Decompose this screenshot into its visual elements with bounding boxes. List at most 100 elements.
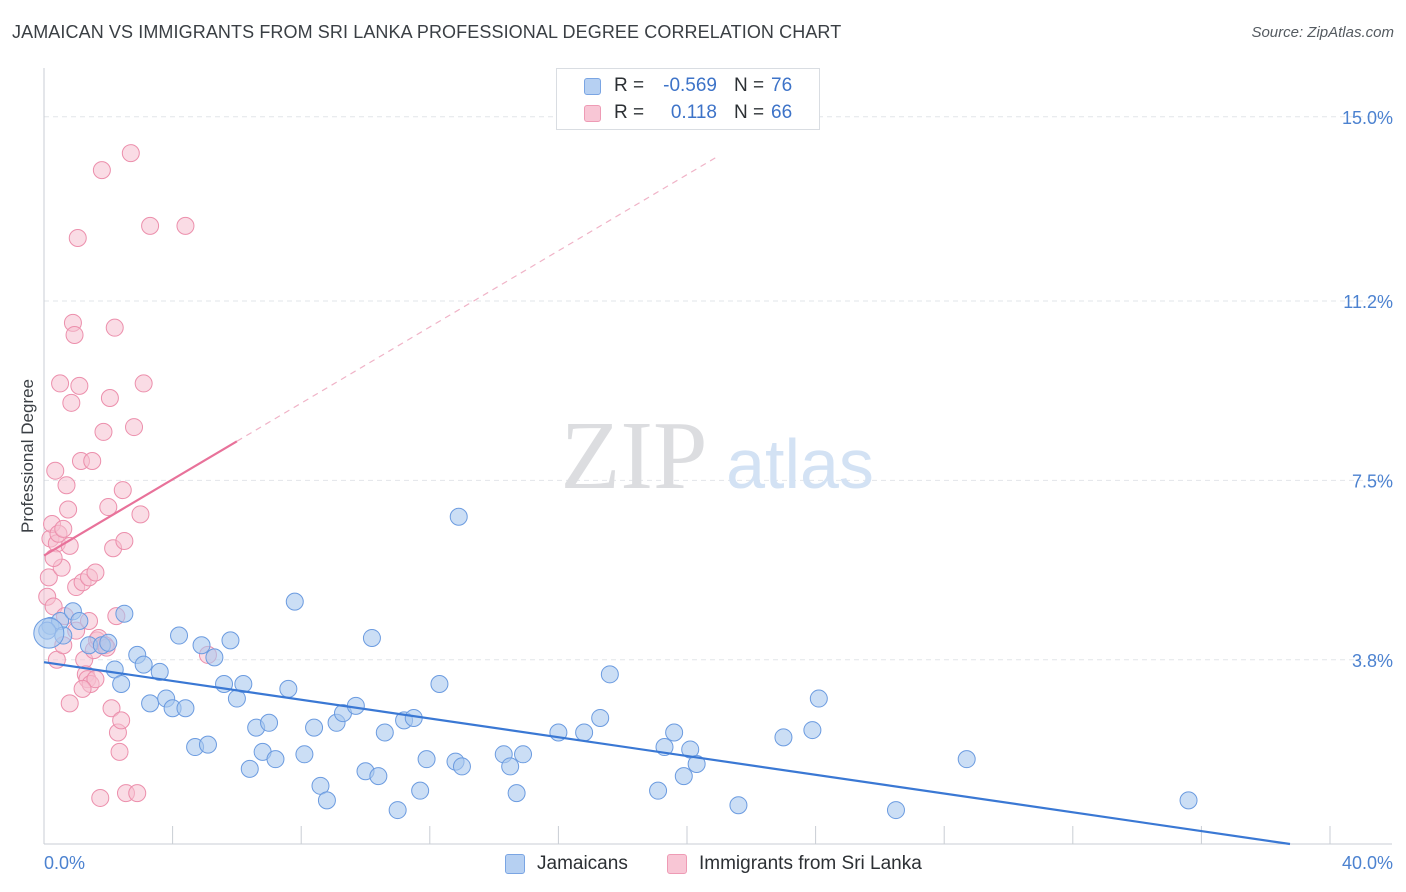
sri-lanka-point — [57, 476, 76, 495]
sri-lanka-point — [68, 228, 87, 247]
legend-r-label: R = — [614, 102, 645, 123]
legend-swatch-blue — [584, 78, 601, 95]
sri-lanka-point — [105, 318, 124, 337]
chart-source: Source: ZipAtlas.com — [1251, 24, 1394, 41]
legend-n-label: N = — [734, 75, 765, 96]
sri-lanka-point — [46, 461, 65, 480]
y-tick-label: 3.8% — [1352, 651, 1393, 671]
jamaican-point — [134, 655, 153, 674]
sri-lanka-trend-line — [43, 440, 238, 557]
jamaican-point — [112, 675, 131, 694]
jamaican-point — [674, 767, 693, 786]
jamaican-point — [285, 592, 304, 611]
sri-lanka-point — [131, 505, 150, 524]
jamaican-point — [266, 750, 285, 769]
jamaican-point — [649, 781, 668, 800]
sri-lanka-point — [94, 422, 113, 441]
grid-lines — [44, 116, 1392, 661]
sri-lanka-point — [62, 393, 81, 412]
sri-lanka-point — [59, 500, 78, 519]
jamaican-point — [192, 636, 211, 655]
jamaican-point — [803, 721, 822, 740]
bottom-legend-swatch-blue — [505, 854, 525, 874]
sri-lanka-point — [91, 788, 110, 807]
sri-lanka-point — [134, 374, 153, 393]
legend-swatch-pink — [584, 105, 601, 122]
sri-lanka-point — [110, 742, 129, 761]
jamaican-point — [452, 757, 471, 776]
legend-r-value: 0.118 — [670, 102, 717, 123]
jamaican-point — [305, 718, 324, 737]
watermark-zip: ZIP — [561, 402, 708, 510]
bottom-legend-label: Immigrants from Sri Lanka — [699, 853, 922, 874]
jamaican-point — [388, 801, 407, 820]
jamaican-point — [141, 694, 160, 713]
jamaican-point — [449, 507, 468, 526]
series-jamaicans — [33, 507, 1198, 820]
legend-row-sri-lanka: R = 0.118 N = 66 — [557, 101, 821, 127]
jamaican-point — [317, 791, 336, 810]
jamaican-point — [774, 728, 793, 747]
sri-lanka-point — [51, 374, 70, 393]
bottom-legend-jamaicans: Jamaicans — [505, 852, 655, 876]
jamaican-point — [430, 675, 449, 694]
jamaican-point — [501, 757, 520, 776]
jamaican-point — [150, 662, 169, 681]
jamaican-point — [362, 628, 381, 647]
jamaican-point — [221, 631, 240, 650]
jamaican-point — [240, 759, 259, 778]
sri-lanka-point — [86, 563, 105, 582]
trend-lines — [43, 155, 1291, 846]
y-tick-label: 7.5% — [1352, 471, 1393, 491]
correlation-legend: R = -0.569 N = 76 R = 0.118 N = 66 — [556, 68, 820, 130]
jamaican-point — [665, 723, 684, 742]
jamaican-point — [99, 633, 118, 652]
jamaican-point — [507, 784, 526, 803]
sri-lanka-point — [54, 519, 73, 538]
sri-lanka-point — [128, 784, 147, 803]
legend-r-value: -0.569 — [663, 75, 717, 96]
sri-lanka-point — [70, 376, 89, 395]
sri-lanka-trend-extension — [236, 155, 720, 442]
jamaican-point — [1179, 791, 1198, 810]
jamaican-point — [575, 723, 594, 742]
jamaican-point — [70, 611, 89, 630]
sri-lanka-point — [102, 699, 121, 718]
chart-title: JAMAICAN VS IMMIGRANTS FROM SRI LANKA PR… — [12, 22, 842, 42]
sri-lanka-point — [83, 452, 102, 470]
x-tick-label: 0.0% — [44, 853, 85, 873]
y-tick-label: 11.2% — [1343, 292, 1393, 312]
watermark-atlas: atlas — [726, 425, 874, 503]
jamaican-point — [687, 755, 706, 774]
jamaican-point — [234, 675, 253, 694]
sri-lanka-point — [73, 679, 92, 698]
jamaican-point — [375, 723, 394, 742]
sri-lanka-point — [92, 161, 111, 180]
sri-lanka-point — [65, 325, 84, 344]
jamaican-point — [957, 750, 976, 769]
bottom-legend-sri-lanka: Immigrants from Sri Lanka — [667, 852, 957, 876]
y-tick-label: 15.0% — [1342, 108, 1393, 128]
jamaican-point — [600, 665, 619, 684]
jamaicans-trend-line — [43, 661, 1291, 846]
sri-lanka-point — [176, 216, 195, 235]
axes — [43, 68, 1392, 845]
jamaican-point — [33, 617, 65, 649]
jamaican-point — [260, 713, 279, 732]
sri-lanka-point — [44, 548, 63, 567]
sri-lanka-point — [125, 418, 144, 437]
jamaican-point — [205, 648, 224, 667]
jamaican-point — [591, 708, 610, 727]
sri-lanka-point — [99, 498, 118, 517]
legend-r-label: R = — [614, 75, 645, 96]
tick-labels: 3.8% 7.5% 11.2% 15.0% 0.0% 40.0% — [44, 108, 1393, 873]
sri-lanka-point — [121, 144, 140, 163]
jamaican-point — [369, 767, 388, 786]
legend-row-jamaicans: R = -0.569 N = 76 — [557, 74, 821, 100]
sri-lanka-point — [113, 481, 132, 500]
jamaican-point — [115, 604, 134, 623]
sri-lanka-point — [141, 216, 160, 235]
jamaican-point — [809, 689, 828, 708]
